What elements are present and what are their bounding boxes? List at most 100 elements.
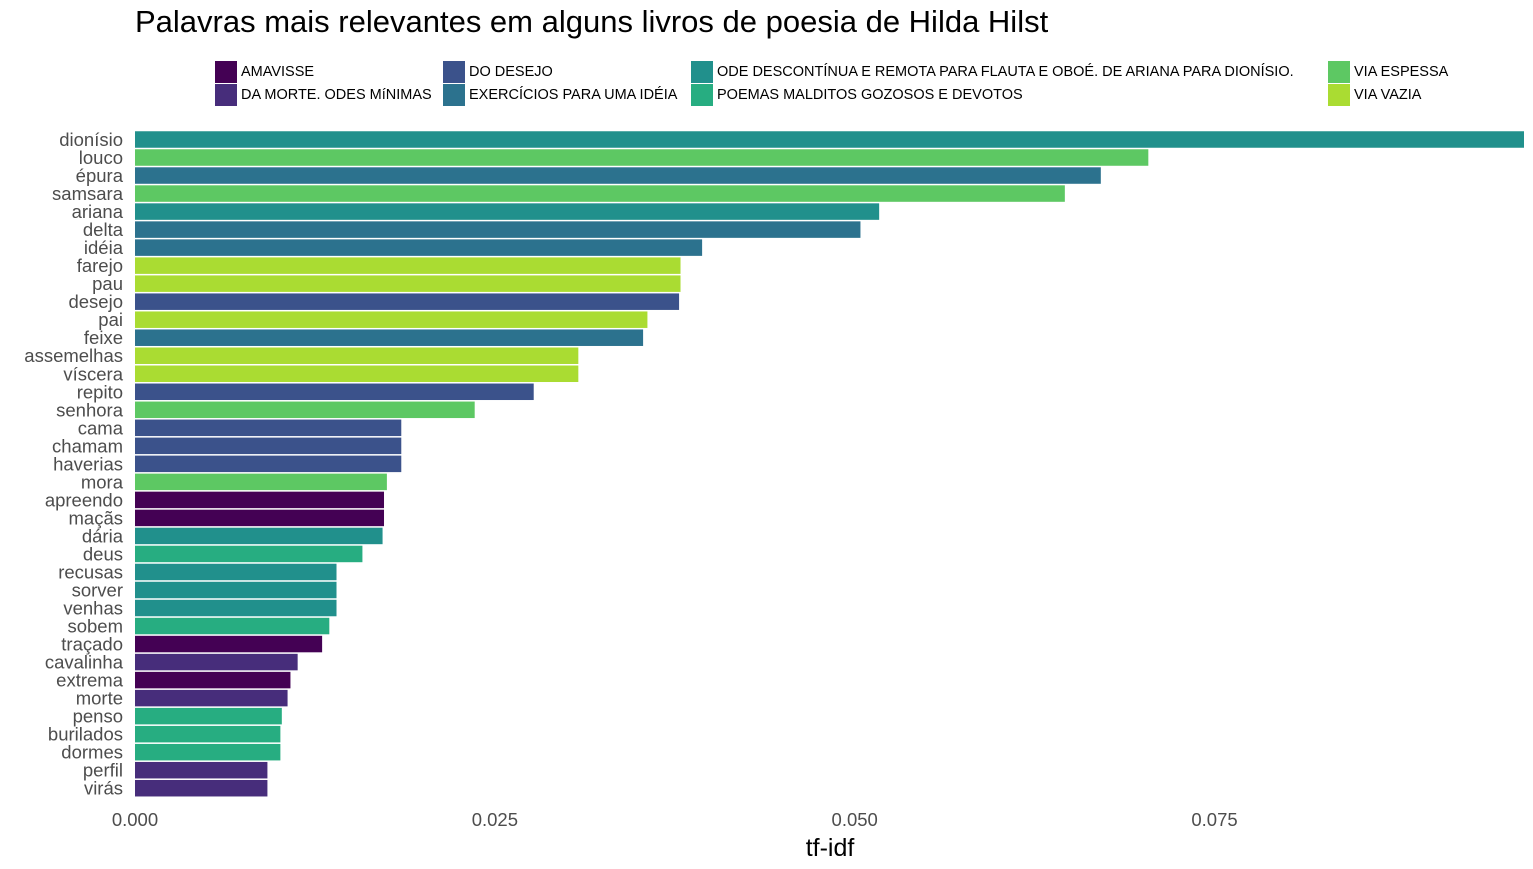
y-tick-label: apreendo <box>45 489 123 510</box>
x-tick-label: 0.000 <box>112 809 158 830</box>
legend-label: AMAVISSE <box>241 64 315 80</box>
bar-épura <box>135 167 1101 184</box>
bar-deus <box>135 545 363 563</box>
y-tick-label: deus <box>83 543 123 564</box>
y-tick-label: pai <box>98 309 123 330</box>
bar-farejo <box>135 257 681 274</box>
x-axis-title: tf-idf <box>805 834 855 862</box>
y-tick-label: dária <box>82 525 124 546</box>
bar-sorver <box>135 581 337 599</box>
legend-item: AMAVISSE <box>215 61 314 83</box>
legend-swatch <box>691 61 713 83</box>
legend-item: ODE DESCONTÍNUA E REMOTA PARA FLAUTA E O… <box>691 61 1294 83</box>
bar-perfil <box>135 761 268 779</box>
y-tick-label: farejo <box>77 255 123 276</box>
bar-cavalinha <box>135 653 298 671</box>
legend-item: VIA VAZIA <box>1328 84 1421 106</box>
legend-swatch <box>1328 61 1350 83</box>
y-tick-label: perfil <box>83 760 123 781</box>
bar-recusas <box>135 563 337 581</box>
y-tick-label: venhas <box>63 598 123 619</box>
bar-louco <box>135 149 1149 166</box>
y-tick-label: sobem <box>67 616 123 637</box>
y-tick-label: idéia <box>84 237 124 258</box>
bar-desejo <box>135 293 680 310</box>
legend-swatch <box>443 61 465 83</box>
bar-assemelhas <box>135 347 579 364</box>
y-tick-label: pau <box>92 273 123 294</box>
legend-label: ODE DESCONTÍNUA E REMOTA PARA FLAUTA E O… <box>717 64 1294 80</box>
y-tick-label: virás <box>84 778 123 799</box>
bar-virás <box>135 779 268 797</box>
y-tick-label: assemelhas <box>24 345 123 366</box>
y-tick-label: dormes <box>61 742 123 763</box>
bar-ariana <box>135 203 880 220</box>
bar-chamam <box>135 437 402 455</box>
bar-samsara <box>135 185 1065 202</box>
y-tick-label: repito <box>77 381 123 402</box>
bar-víscera <box>135 365 579 383</box>
x-tick-label: 0.075 <box>1191 809 1237 830</box>
legend: AMAVISSE DA MORTE. ODES MíNIMAS DO DESEJO E… <box>0 0 1533 110</box>
bar-pau <box>135 275 681 292</box>
bar-sobem <box>135 617 330 635</box>
y-tick-label: chamam <box>52 435 123 456</box>
legend-swatch <box>215 61 237 83</box>
legend-label: DA MORTE. ODES MíNIMAS <box>241 87 432 103</box>
bar-apreendo <box>135 491 385 509</box>
bar-delta <box>135 221 861 238</box>
y-tick-label: sorver <box>72 580 123 601</box>
legend-swatch <box>215 84 237 106</box>
y-tick-label: morte <box>76 688 123 709</box>
y-tick-label: haverias <box>53 453 123 474</box>
legend-label: VIA ESPESSA <box>1354 64 1449 80</box>
bar-feixe <box>135 329 644 346</box>
y-tick-label: maçãs <box>69 507 124 528</box>
y-tick-label: víscera <box>63 363 123 384</box>
y-tick-label: recusas <box>58 561 123 582</box>
legend-label: VIA VAZIA <box>1354 87 1422 103</box>
bar-traçado <box>135 635 323 653</box>
legend-item: VIA ESPESSA <box>1328 61 1448 83</box>
y-tick-label: épura <box>76 165 124 186</box>
y-tick-label: feixe <box>84 327 123 348</box>
y-tick-label: ariana <box>72 201 124 222</box>
y-tick-label: desejo <box>68 291 123 312</box>
bar-dária <box>135 527 383 545</box>
bar-mora <box>135 473 387 491</box>
bar-repito <box>135 383 534 401</box>
bar-burilados <box>135 725 281 743</box>
y-tick-label: traçado <box>61 634 123 655</box>
bar-penso <box>135 707 282 725</box>
bar-maçãs <box>135 509 385 527</box>
y-tick-label: louco <box>79 147 123 168</box>
y-tick-label: burilados <box>48 724 123 745</box>
legend-item: DO DESEJO <box>443 61 553 83</box>
y-tick-label: dionísio <box>59 129 123 150</box>
legend-swatch <box>443 84 465 106</box>
y-tick-label: extrema <box>56 670 124 691</box>
y-tick-label: penso <box>73 706 123 727</box>
bar-morte <box>135 689 288 707</box>
legend-item: EXERCÍCIOS PARA UMA IDÉIA <box>443 84 677 106</box>
legend-item: POEMAS MALDITOS GOZOSOS E DEVOTOS <box>691 84 1023 106</box>
y-tick-label: samsara <box>52 183 124 204</box>
bar-pai <box>135 311 648 328</box>
y-tick-label: senhora <box>56 399 124 420</box>
bar-cama <box>135 419 402 437</box>
bar-idéia <box>135 239 703 256</box>
y-tick-label: delta <box>83 219 124 240</box>
legend-label: EXERCÍCIOS PARA UMA IDÉIA <box>469 87 678 103</box>
legend-label: POEMAS MALDITOS GOZOSOS E DEVOTOS <box>717 87 1023 103</box>
y-tick-label: cavalinha <box>45 652 124 673</box>
chart-title: Palavras mais relevantes em alguns livro… <box>135 4 1049 39</box>
bar-dormes <box>135 743 281 761</box>
legend-swatch <box>691 84 713 106</box>
x-tick-label: 0.050 <box>832 809 878 830</box>
bar-haverias <box>135 455 402 473</box>
bar-senhora <box>135 401 475 419</box>
bar-venhas <box>135 599 337 617</box>
y-tick-label: mora <box>81 471 124 492</box>
y-tick-label: cama <box>78 417 124 438</box>
